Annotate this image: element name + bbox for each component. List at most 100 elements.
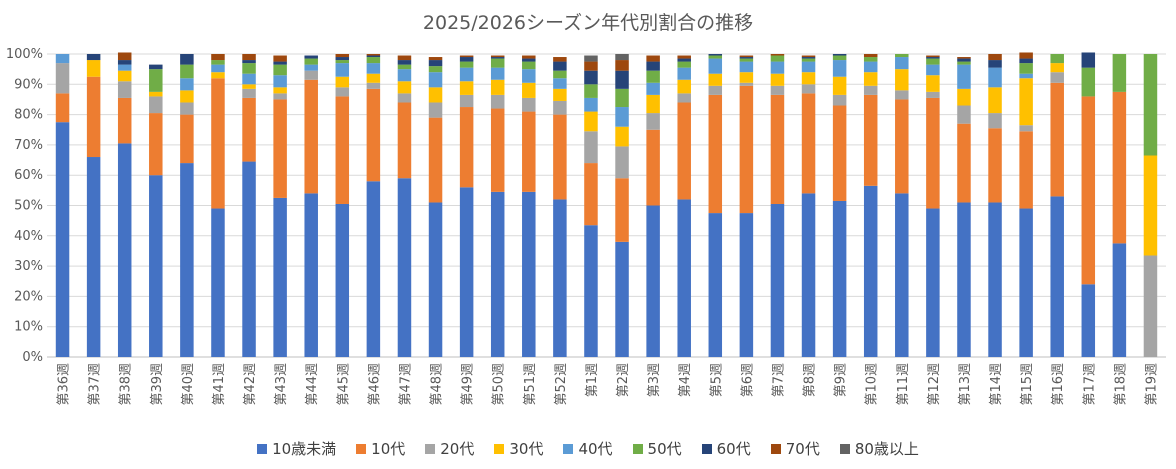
bar-segment (117, 64, 132, 71)
bar-segment (1019, 208, 1033, 357)
x-tick-label: 第50週 (492, 363, 507, 406)
legend-swatch (425, 443, 436, 454)
x-tick-label: 第38週 (119, 363, 134, 406)
bar-segment (926, 55, 940, 58)
legend-item: 50代 (632, 438, 682, 459)
bar-segment (926, 97, 940, 209)
bar-segment (55, 54, 70, 64)
bar-segment (428, 117, 443, 203)
bar-segment (242, 97, 256, 162)
x-tick-label: 第5週 (709, 363, 724, 397)
bar-segment (708, 54, 723, 56)
legend-item: 60代 (701, 438, 751, 459)
bar-segment (522, 97, 536, 112)
x-tick-label: 第8週 (803, 363, 818, 397)
bar-segment (708, 58, 723, 74)
x-tick-label: 第1週 (585, 363, 600, 397)
bar-segment (428, 57, 443, 61)
legend-swatch (770, 443, 781, 454)
bar-segment (770, 73, 785, 86)
bar-segment (211, 208, 225, 357)
bar-segment (584, 70, 598, 85)
bar-segment (832, 200, 847, 357)
bar-segment (988, 128, 1002, 203)
bar-segment (522, 55, 536, 59)
bar-segment (988, 202, 1002, 357)
bar-segment (149, 64, 163, 70)
bar-segment (584, 84, 598, 98)
bar-segment (522, 58, 536, 62)
bar-segment (988, 60, 1002, 68)
bar-segment (1081, 67, 1096, 97)
bar-segment (242, 63, 256, 74)
bar-segment (335, 54, 350, 58)
bar-segment (273, 75, 287, 88)
bar-segment (739, 72, 754, 83)
bar-segment (957, 202, 971, 357)
bar-segment (490, 108, 505, 192)
bar-segment (490, 79, 505, 95)
x-tick-label: 第51週 (523, 363, 538, 406)
bar-segment (304, 55, 318, 59)
bar-segment (459, 57, 474, 62)
bar-segment (677, 61, 691, 68)
bar-segment (677, 102, 691, 200)
bar-segment (273, 99, 287, 198)
bar-segment (957, 61, 971, 65)
bar-segment (428, 202, 443, 357)
bar-segment (304, 64, 318, 71)
bar-segment (957, 123, 971, 203)
bar-segment (149, 96, 163, 114)
bar-segment (988, 54, 1002, 61)
x-tick-label: 第39週 (150, 363, 165, 406)
x-tick-label: 第42週 (243, 363, 258, 406)
x-tick-label: 第46週 (367, 363, 382, 406)
bar-segment (428, 87, 443, 103)
bar-segment (273, 197, 287, 357)
bar-segment (708, 73, 723, 86)
legend-item: 20代 (425, 438, 474, 459)
bar-segment (832, 60, 847, 77)
y-tick-label: 100% (6, 47, 43, 62)
x-tick-label: 第10週 (865, 363, 880, 406)
bar-segment (584, 163, 598, 226)
bar-segment (117, 52, 132, 61)
bar-segment (615, 126, 629, 147)
bar-segment (863, 72, 878, 86)
bar-segment (988, 67, 1002, 88)
y-tick-label: 80% (14, 108, 43, 123)
bar-segment (117, 70, 132, 82)
legend-swatch (494, 443, 505, 454)
bar-segment (615, 88, 629, 108)
bar-segment (335, 63, 350, 77)
bar-segment (1019, 73, 1033, 79)
legend-label: 10代 (371, 440, 406, 458)
legend-swatch (701, 443, 712, 454)
bar-segment (211, 72, 225, 79)
bar-segment (895, 69, 909, 91)
bar-segment (895, 99, 909, 194)
bar-segment (646, 113, 660, 130)
x-tick-label: 第4週 (678, 363, 693, 397)
bar-segment (1019, 63, 1033, 74)
bar-segment (397, 64, 412, 70)
bar-segment (211, 60, 225, 65)
legend-label: 40代 (578, 440, 613, 458)
bar-segment (366, 88, 381, 182)
bar-segment (926, 208, 940, 357)
bar-segment (149, 69, 163, 92)
bar-segment (1019, 58, 1033, 64)
legend-label: 30代 (509, 440, 544, 458)
y-tick-label: 50% (14, 199, 43, 214)
bar-segment (708, 85, 723, 95)
bar-segment (522, 82, 536, 98)
bar-segment (490, 58, 505, 68)
bar-segment (397, 102, 412, 179)
bar-segment (397, 178, 412, 357)
bar-segment (304, 58, 318, 65)
bar-segment (180, 54, 194, 65)
bar-segment (801, 193, 816, 357)
x-tick-label: 第15週 (1020, 363, 1035, 406)
chart-title: 2025/2026シーズン年代別割合の推移 (422, 12, 754, 34)
bar-segment (180, 163, 194, 357)
